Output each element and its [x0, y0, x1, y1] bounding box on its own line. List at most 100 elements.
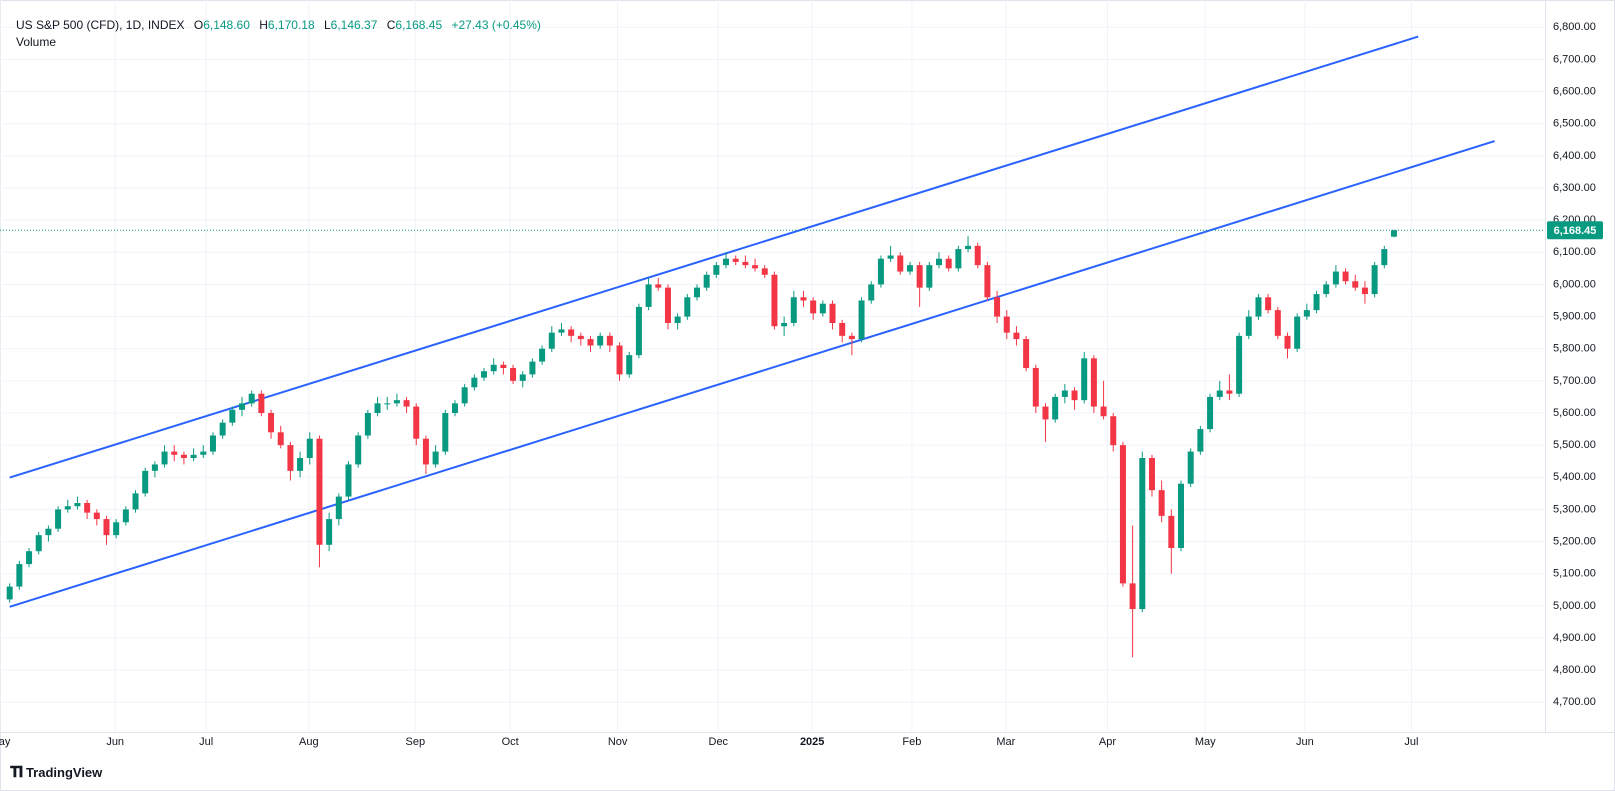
candle-body: [35, 535, 42, 552]
candle-body: [974, 245, 981, 266]
candle-body: [819, 303, 826, 314]
change: +27.43 (+0.45%): [451, 18, 541, 32]
candle-body: [732, 258, 739, 262]
candle-body: [1342, 271, 1349, 282]
candle-body: [1090, 358, 1097, 407]
candle-body: [955, 249, 962, 269]
ohlc-value: 6,168.45: [395, 18, 443, 32]
indicator-label[interactable]: Volume: [16, 35, 57, 49]
candle-body: [606, 335, 613, 346]
candle-body: [355, 435, 362, 465]
candle-body: [1197, 429, 1204, 452]
candle-body: [93, 512, 100, 520]
symbol-row: US S&P 500 (CFD), 1D, INDEX O6,148.60 H6…: [16, 17, 547, 34]
candle-body: [1052, 396, 1059, 420]
candle-body: [1236, 335, 1243, 394]
candle-body: [771, 274, 778, 327]
candle-body: [103, 519, 110, 536]
y-tick-label: 6,700.00: [1553, 53, 1596, 65]
candle-body: [1042, 406, 1049, 420]
candle-body: [1148, 458, 1155, 491]
candle-body: [916, 265, 923, 288]
candle-body: [55, 509, 62, 529]
candle-body: [277, 432, 284, 446]
candle-body: [268, 413, 275, 433]
candle-body: [1139, 458, 1146, 610]
candle-body: [1265, 297, 1272, 311]
y-tick-label: 6,300.00: [1553, 182, 1596, 194]
ohlc-label: H: [259, 18, 268, 32]
candle-body: [151, 464, 158, 471]
axes: 4,700.00 4,800.00 4,900.00 5,000.00 5,100.00…: [0, 21, 1603, 748]
candle-body: [529, 361, 536, 375]
candle-body: [1352, 281, 1359, 288]
candle-body: [965, 245, 972, 250]
ohlc-value: 6,146.37: [330, 18, 378, 32]
candle-body: [703, 274, 710, 288]
candle-body: [1313, 294, 1320, 311]
candle-body: [1323, 284, 1330, 295]
y-tick-label: 5,200.00: [1553, 535, 1596, 547]
y-tick-label: 6,100.00: [1553, 246, 1596, 258]
x-tick-label: May: [1195, 736, 1216, 748]
candle-body: [936, 258, 943, 266]
candle-body: [635, 306, 642, 356]
y-tick-label: 6,000.00: [1553, 278, 1596, 290]
candle-body: [161, 451, 168, 465]
candle-body: [64, 506, 71, 510]
candle-body: [1013, 332, 1020, 340]
candle-body: [316, 438, 323, 545]
candle-body: [616, 345, 623, 375]
logo-mark: 𝐓𝐈: [10, 764, 23, 781]
candle-body: [945, 258, 952, 269]
candle-body: [1381, 249, 1388, 266]
y-tick-label: 4,900.00: [1553, 632, 1596, 644]
candle-body: [26, 551, 33, 565]
candle-body: [1129, 583, 1136, 610]
plot-area: [0, 35, 1545, 658]
x-tick-label: Aug: [299, 736, 319, 748]
candle-body: [1255, 297, 1262, 317]
candle-body: [810, 300, 817, 314]
candle-body: [781, 323, 788, 327]
candle-body: [481, 371, 488, 378]
y-tick-label: 5,000.00: [1553, 600, 1596, 612]
candle-body: [190, 454, 197, 458]
candle-body: [258, 393, 265, 413]
y-tick-label: 5,100.00: [1553, 568, 1596, 580]
y-tick-label: 6,800.00: [1553, 21, 1596, 33]
candle-body: [848, 335, 855, 340]
candle-body: [906, 265, 913, 272]
ohlc-value: 6,170.18: [267, 18, 315, 32]
candle-body: [442, 413, 449, 452]
candle-body: [723, 258, 730, 266]
candle-body: [471, 377, 478, 388]
candle-body: [790, 297, 797, 323]
candle-body: [548, 332, 555, 349]
candle-body: [45, 528, 52, 536]
candle-body: [761, 268, 768, 275]
candle-body: [451, 403, 458, 413]
candle-body: [413, 406, 420, 439]
brand-name: TradingView: [25, 765, 103, 780]
candle-body: [422, 438, 429, 465]
candle-body: [1178, 483, 1185, 548]
x-tick-label: Jun: [1296, 736, 1314, 748]
x-tick-label: Jul: [199, 736, 213, 748]
candle-body: [132, 493, 139, 510]
x-tick-label: May: [0, 736, 11, 748]
candle-body: [1294, 316, 1301, 349]
brand-logo[interactable]: 𝐓𝐈 TradingView: [10, 764, 102, 781]
candle-body: [800, 297, 807, 301]
candle-body: [248, 393, 255, 404]
last-price-box: [1547, 221, 1603, 240]
y-tick-label: 6,500.00: [1553, 118, 1596, 130]
trend-line: [9, 140, 1495, 608]
y-tick-label: 6,600.00: [1553, 85, 1596, 97]
candle-body: [868, 284, 875, 301]
x-tick-label: Mar: [996, 736, 1015, 748]
candle-body: [6, 586, 13, 600]
candle-body: [577, 335, 584, 340]
candle-body: [887, 255, 894, 259]
candle-body: [403, 400, 410, 407]
